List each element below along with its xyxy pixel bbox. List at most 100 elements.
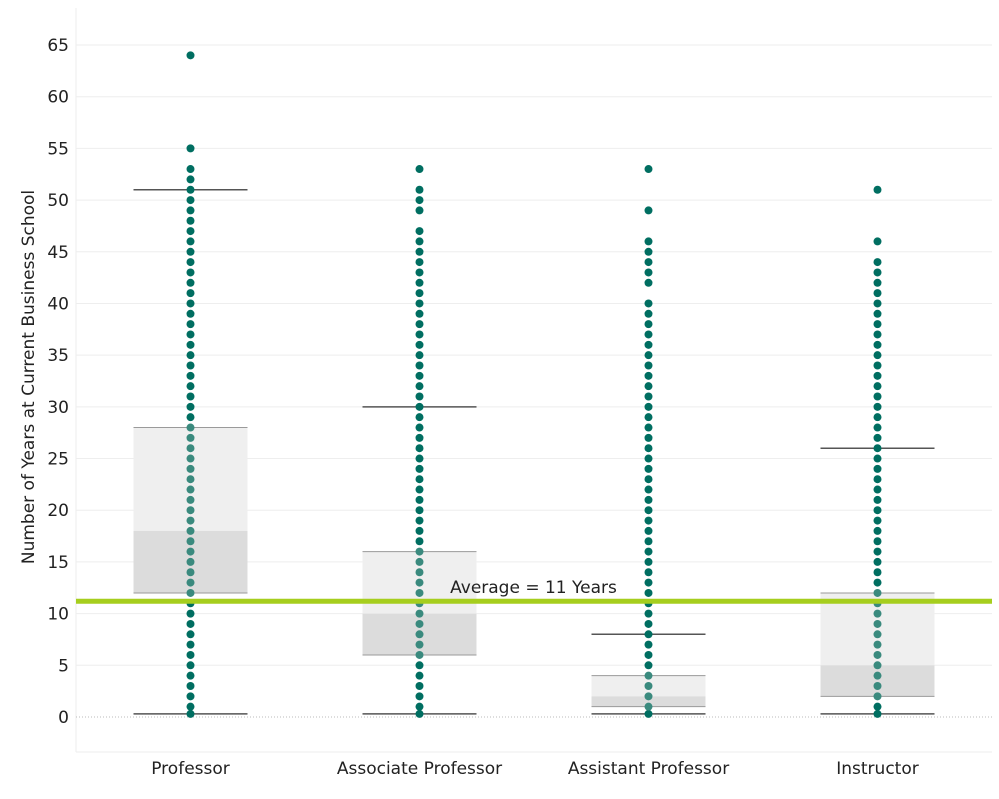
data-point <box>873 661 882 670</box>
y-tick-label: 30 <box>47 398 69 418</box>
data-point <box>186 444 195 453</box>
data-point <box>186 268 195 277</box>
data-point <box>644 495 653 504</box>
data-point <box>873 402 882 411</box>
data-point <box>644 619 653 628</box>
data-point <box>644 351 653 360</box>
data-point <box>644 444 653 453</box>
data-point <box>186 247 195 256</box>
y-tick-label: 65 <box>47 36 69 56</box>
data-point <box>186 361 195 370</box>
data-point <box>415 392 424 401</box>
data-point <box>873 309 882 318</box>
data-point <box>186 289 195 298</box>
data-point <box>186 661 195 670</box>
data-point <box>873 330 882 339</box>
data-point <box>873 423 882 432</box>
data-point <box>644 423 653 432</box>
y-tick-label: 5 <box>58 656 69 676</box>
data-point <box>186 568 195 577</box>
data-point <box>186 371 195 380</box>
axes: 0 5 10 15 20 25 30 35 40 45 50 55 60 65 Number of Year… <box>19 36 919 779</box>
data-point <box>186 309 195 318</box>
data-point <box>873 371 882 380</box>
data-point <box>644 237 653 246</box>
data-point <box>873 557 882 566</box>
data-point <box>415 433 424 442</box>
data-point <box>873 485 882 494</box>
data-point <box>415 289 424 298</box>
data-point <box>644 692 653 701</box>
reference-line-group: Average = 11 Years <box>76 578 992 604</box>
data-point <box>415 588 424 597</box>
data-point <box>873 340 882 349</box>
data-point <box>415 278 424 287</box>
data-point <box>415 692 424 701</box>
data-point <box>644 165 653 174</box>
data-point <box>415 506 424 515</box>
data-point <box>186 578 195 587</box>
data-point <box>415 671 424 680</box>
data-point <box>415 247 424 256</box>
data-point <box>186 144 195 153</box>
x-category-label: Assistant Professor <box>568 759 729 779</box>
data-point <box>644 681 653 690</box>
data-point <box>186 196 195 205</box>
y-tick-label: 0 <box>58 708 69 728</box>
data-point <box>415 526 424 535</box>
data-point <box>186 433 195 442</box>
data-point <box>644 702 653 711</box>
data-point <box>415 330 424 339</box>
data-point <box>186 650 195 659</box>
data-point <box>415 340 424 349</box>
data-point <box>186 681 195 690</box>
data-point <box>644 709 653 718</box>
data-point <box>873 413 882 422</box>
data-point <box>873 671 882 680</box>
data-point <box>873 547 882 556</box>
data-point <box>415 444 424 453</box>
y-tick-label: 55 <box>47 139 69 159</box>
data-point <box>186 485 195 494</box>
data-point <box>415 268 424 277</box>
data-point <box>873 516 882 525</box>
data-point <box>415 299 424 308</box>
data-point <box>644 516 653 525</box>
y-tick-label: 10 <box>47 605 69 625</box>
data-point <box>644 206 653 215</box>
data-point <box>873 464 882 473</box>
data-point <box>873 702 882 711</box>
data-point <box>415 619 424 628</box>
data-point <box>415 537 424 546</box>
data-point <box>415 413 424 422</box>
y-tick-label: 25 <box>47 450 69 470</box>
data-point <box>415 578 424 587</box>
data-point <box>186 299 195 308</box>
data-point <box>186 609 195 618</box>
data-point <box>873 630 882 639</box>
data-point <box>873 537 882 546</box>
data-point <box>415 423 424 432</box>
data-point <box>873 640 882 649</box>
data-point <box>415 485 424 494</box>
data-point <box>873 578 882 587</box>
data-point <box>644 247 653 256</box>
data-point <box>644 454 653 463</box>
data-point <box>873 475 882 484</box>
data-point <box>186 340 195 349</box>
data-point <box>186 51 195 60</box>
average-annotation: Average = 11 Years <box>450 578 617 598</box>
data-point <box>873 709 882 718</box>
data-point <box>415 227 424 236</box>
data-point <box>415 650 424 659</box>
data-point <box>873 619 882 628</box>
data-point <box>415 237 424 246</box>
data-point <box>873 258 882 267</box>
data-point <box>644 568 653 577</box>
data-point <box>415 475 424 484</box>
data-point <box>644 340 653 349</box>
x-category-label: Instructor <box>836 759 918 779</box>
data-point <box>186 216 195 225</box>
data-point <box>415 258 424 267</box>
